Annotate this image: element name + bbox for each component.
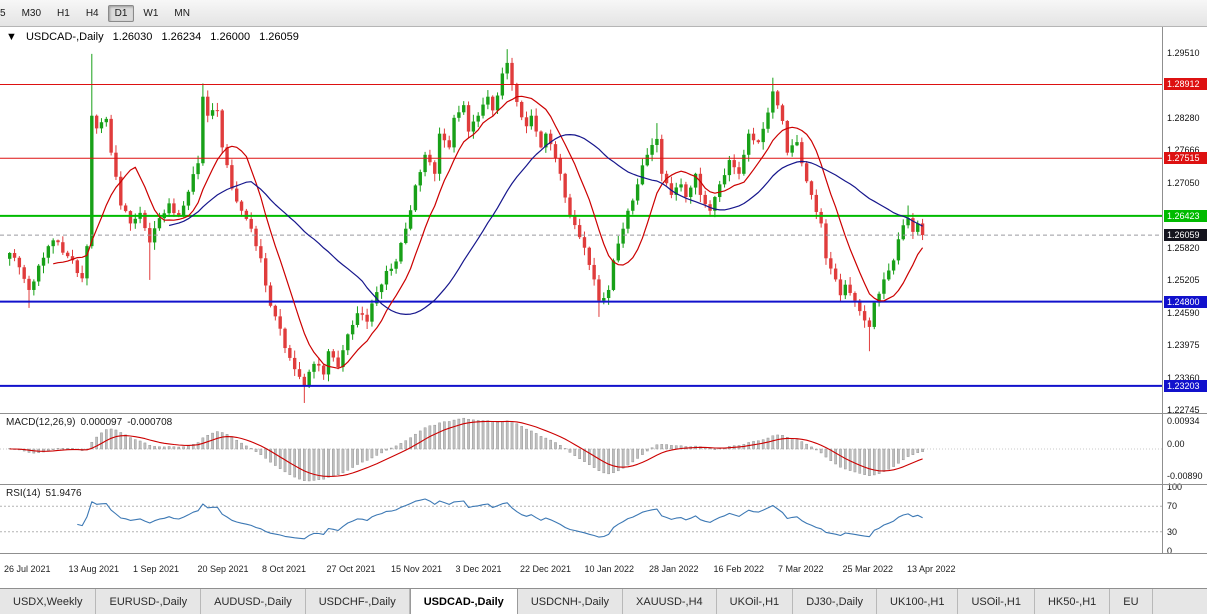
tab-usdcnh-daily[interactable]: USDCNH-,Daily	[517, 589, 624, 614]
rsi-axis-label: 30	[1167, 526, 1178, 537]
tab-usdx-weekly[interactable]: USDX,Weekly	[0, 589, 97, 614]
time-axis-label: 1 Sep 2021	[133, 564, 180, 574]
price-axis-label: 1.23975	[1167, 340, 1200, 351]
time-axis-label: 13 Apr 2022	[907, 564, 956, 574]
timeframe-button-mn[interactable]: MN	[174, 7, 190, 19]
time-axis-label: 13 Aug 2021	[68, 564, 120, 574]
chart-tab-bar: USDX,Weekly EURUSD-,Daily AUDUSD-,Daily USD…	[0, 588, 1207, 614]
tab-ukoil-h1[interactable]: UKOil-,H1	[716, 589, 794, 614]
timeframe-button-w1[interactable]: W1	[143, 7, 159, 19]
tab-xauusd-h4[interactable]: XAUUSD-,H4	[623, 589, 717, 614]
time-axis-label: 26 Jul 2021	[4, 564, 51, 574]
time-axis-label: 7 Mar 2022	[778, 564, 824, 574]
rsi-axis-label: 100	[1167, 482, 1183, 492]
price-axis-label: 1.22745	[1167, 405, 1200, 416]
macd-name: MACD(12,26,9)	[6, 417, 76, 428]
timeframe-button-h1[interactable]: H1	[57, 7, 70, 19]
rsi-plot[interactable]	[0, 485, 1162, 553]
timeframe-button-m30[interactable]: M30	[21, 7, 42, 19]
timeframe-toolbar: 5 M30 H1 H4 D1 W1 MN	[0, 0, 1207, 27]
tab-usoil-h1[interactable]: USOil-,H1	[958, 589, 1035, 614]
price-axis-label: 1.24590	[1167, 307, 1200, 318]
panel-separator	[0, 553, 1207, 554]
time-axis-label: 20 Sep 2021	[197, 564, 249, 574]
price-axis-label: 1.29510	[1167, 47, 1200, 58]
chart-header: ▼ USDCAD-,Daily 1.26030 1.26234 1.26000 …	[6, 31, 305, 43]
time-axis-label: 16 Feb 2022	[713, 564, 765, 574]
ohlc-low: 1.26000	[210, 31, 251, 43]
time-axis-label: 3 Dec 2021	[455, 564, 502, 574]
price-axis-label: 1.28280	[1167, 112, 1200, 123]
timeframe-button-5[interactable]: 5	[0, 7, 6, 19]
time-axis-label: 8 Oct 2021	[262, 564, 307, 574]
price-level-label: 1.27515	[1164, 152, 1207, 165]
main-chart-plot[interactable]	[0, 27, 1162, 413]
price-axis-label: 1.23360	[1167, 372, 1200, 383]
panel-separator	[0, 413, 1207, 414]
rsi-label: RSI(14) 51.9476	[6, 488, 87, 499]
symbol-dropdown-icon[interactable]: ▼	[6, 31, 17, 43]
tab-hk50-h1[interactable]: HK50-,H1	[1034, 589, 1111, 614]
tab-usdcad-daily[interactable]: USDCAD-,Daily	[409, 589, 518, 614]
price-axis: 1.295101.288951.282801.276661.270501.264…	[1162, 27, 1207, 556]
macd-label: MACD(12,26,9) 0.000097 -0.000708	[6, 417, 177, 428]
time-axis-label: 27 Oct 2021	[326, 564, 376, 574]
ohlc-high: 1.26234	[161, 31, 202, 43]
tab-dj30-daily[interactable]: DJ30-,Daily	[793, 589, 878, 614]
timeframe-button-d1[interactable]: D1	[107, 4, 135, 22]
price-axis-label: 1.25205	[1167, 275, 1200, 286]
macd-signal-value: -0.000708	[127, 417, 173, 428]
tab-uk100-h1[interactable]: UK100-,H1	[877, 589, 959, 614]
timeframe-button-h4[interactable]: H4	[85, 7, 99, 19]
price-level-label: 1.23203	[1164, 379, 1207, 392]
macd-main-value: 0.000097	[80, 417, 123, 428]
macd-axis-label: 0.00934	[1167, 416, 1200, 426]
panel-separator	[0, 484, 1207, 485]
time-axis-label: 15 Nov 2021	[391, 564, 443, 574]
chart-title: USDCAD-,Daily	[25, 31, 104, 43]
price-level-label: 1.28912	[1164, 78, 1207, 91]
tab-usdchf-daily[interactable]: USDCHF-,Daily	[305, 589, 410, 614]
macd-axis-label: -0.00890	[1167, 471, 1203, 481]
price-axis-label: 1.25820	[1167, 242, 1200, 253]
rsi-name: RSI(14)	[6, 488, 41, 499]
price-axis-label: 1.27050	[1167, 177, 1200, 188]
macd-plot[interactable]	[0, 414, 1162, 484]
ohlc-close: 1.26059	[259, 31, 299, 43]
time-axis-label: 28 Jan 2022	[649, 564, 699, 574]
rsi-value: 51.9476	[45, 488, 82, 499]
tab-eu[interactable]: EU	[1110, 589, 1153, 614]
time-axis-label: 25 Mar 2022	[842, 564, 894, 574]
tab-audusd-daily[interactable]: AUDUSD-,Daily	[201, 589, 306, 614]
price-level-label: 1.26423	[1164, 209, 1207, 222]
rsi-axis-label: 0	[1167, 546, 1173, 556]
current-price-label: 1.26059	[1164, 229, 1207, 242]
time-axis-label: 10 Jan 2022	[584, 564, 635, 574]
time-axis-label: 22 Dec 2021	[520, 564, 572, 574]
chart-window[interactable]: ▼ USDCAD-,Daily 1.26030 1.26234 1.26000 …	[0, 27, 1207, 588]
time-axis: 26 Jul 2021 13 Aug 2021 1 Sep 2021 20 Sep 2…	[0, 554, 1162, 588]
price-level-label: 1.24800	[1164, 295, 1207, 308]
rsi-axis-label: 70	[1167, 501, 1178, 512]
ohlc-open: 1.26030	[112, 31, 153, 43]
tab-eurusd-daily[interactable]: EURUSD-,Daily	[96, 589, 202, 614]
price-axis-label: 1.27666	[1167, 145, 1200, 156]
macd-axis-label: 0.00	[1167, 438, 1185, 449]
